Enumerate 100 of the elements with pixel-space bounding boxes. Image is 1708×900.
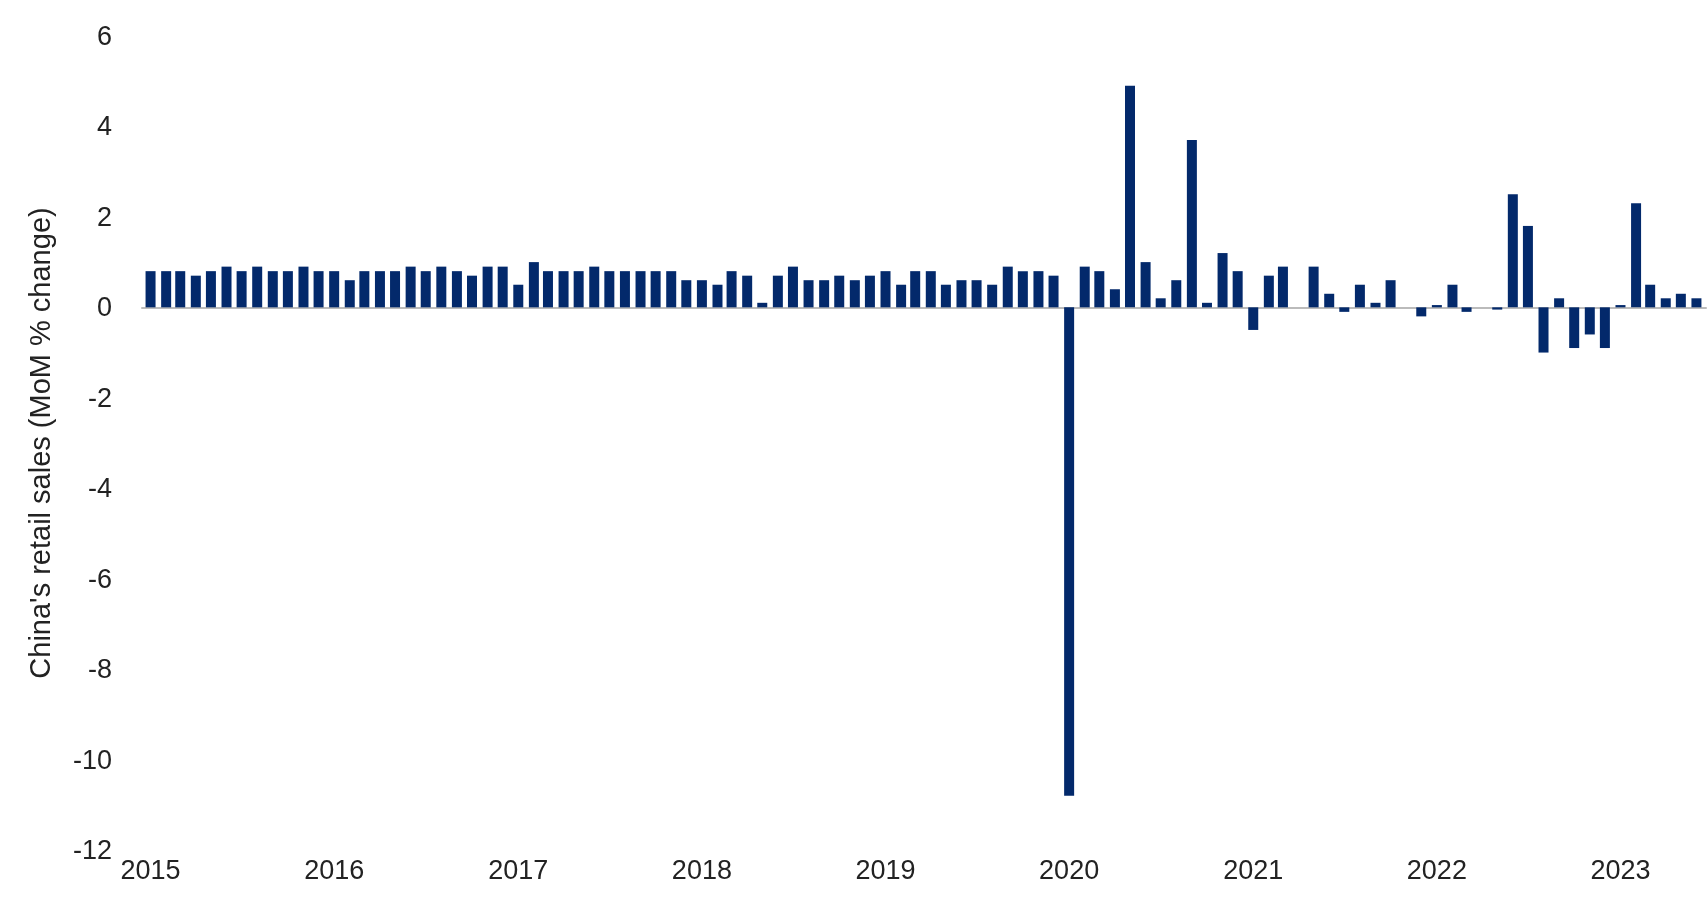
bar	[175, 271, 186, 308]
bar	[1094, 271, 1105, 308]
bar	[1554, 298, 1565, 308]
bar	[1064, 307, 1075, 796]
bar	[896, 284, 907, 308]
y-tick-label: 0	[96, 292, 112, 323]
bar	[1522, 225, 1533, 308]
y-tick-label: 6	[96, 21, 112, 51]
y-axis-title: China's retail sales (MoM % change)	[23, 207, 56, 679]
bar	[267, 271, 278, 308]
bar	[344, 280, 355, 308]
bar	[1002, 266, 1013, 308]
bar	[573, 271, 584, 308]
bar	[910, 271, 921, 308]
bar	[1569, 307, 1580, 349]
bar	[956, 280, 967, 308]
bar	[1660, 298, 1671, 308]
bar	[1385, 280, 1396, 308]
bar	[359, 271, 370, 308]
bar	[1171, 280, 1182, 308]
bar	[1308, 266, 1319, 308]
bar	[1109, 289, 1120, 308]
bar	[374, 271, 385, 308]
bar	[1675, 293, 1686, 308]
y-tick-label: -10	[72, 744, 112, 775]
y-tick-label: -8	[87, 654, 112, 685]
bar	[604, 271, 615, 308]
y-tick-label: -12	[72, 835, 112, 865]
bar	[880, 271, 891, 308]
bar	[1691, 298, 1702, 308]
bar	[1324, 293, 1335, 308]
bar	[849, 280, 860, 308]
bar	[1155, 298, 1166, 308]
bar	[772, 275, 783, 308]
bar	[787, 266, 798, 308]
bar	[1584, 307, 1595, 335]
bar	[819, 280, 830, 308]
bar	[635, 271, 646, 308]
bar	[1645, 284, 1656, 308]
bar	[619, 271, 630, 308]
bar	[726, 271, 737, 308]
bar	[190, 275, 201, 308]
x-tick-label: 2018	[671, 854, 732, 885]
bar	[742, 275, 753, 308]
bar	[666, 271, 677, 308]
bar	[1232, 271, 1243, 308]
bar	[451, 271, 462, 308]
bar	[282, 271, 293, 308]
bar	[987, 284, 998, 308]
bar	[513, 284, 524, 308]
bar	[1492, 307, 1503, 310]
bar	[1140, 262, 1151, 308]
bar	[542, 271, 553, 308]
y-tick-label: -6	[87, 563, 112, 594]
bar	[1538, 307, 1549, 353]
bar	[558, 271, 569, 308]
bar	[681, 280, 692, 308]
bar	[1277, 266, 1288, 308]
bar	[1217, 253, 1228, 308]
bar	[497, 266, 508, 308]
bar	[971, 280, 982, 308]
bar	[1125, 85, 1135, 308]
bar	[1507, 194, 1518, 308]
bar	[1339, 307, 1350, 312]
bar	[696, 280, 707, 308]
bar	[252, 266, 263, 308]
bar	[803, 280, 814, 308]
bar	[205, 271, 216, 308]
bar	[221, 266, 232, 308]
bar	[467, 275, 477, 308]
bar	[313, 271, 324, 308]
bar	[712, 284, 723, 308]
y-tick-label: -2	[87, 382, 112, 413]
y-tick-label: 4	[96, 111, 112, 142]
bar	[1416, 307, 1427, 317]
x-tick-label: 2019	[855, 854, 916, 885]
y-tick-label: -4	[87, 473, 112, 504]
bar	[589, 266, 600, 308]
x-tick-label: 2017	[488, 854, 549, 885]
bar	[940, 284, 951, 308]
bar	[1631, 203, 1642, 308]
bar	[390, 271, 401, 308]
x-tick-label: 2016	[304, 854, 365, 885]
bar	[925, 271, 936, 308]
y-tick-label: 2	[96, 201, 112, 232]
x-tick-label: 2023	[1590, 854, 1651, 885]
bar	[864, 275, 875, 308]
bar	[329, 271, 340, 308]
bar	[405, 266, 416, 308]
x-tick-label: 2015	[120, 854, 181, 885]
bar	[436, 266, 447, 308]
bar	[1079, 266, 1090, 308]
bar	[298, 266, 309, 308]
bar	[1186, 140, 1197, 308]
bar	[1447, 284, 1458, 308]
bar	[236, 271, 247, 308]
bar	[834, 275, 845, 308]
bar	[145, 271, 156, 308]
bar	[1354, 284, 1365, 308]
bar	[482, 266, 493, 308]
